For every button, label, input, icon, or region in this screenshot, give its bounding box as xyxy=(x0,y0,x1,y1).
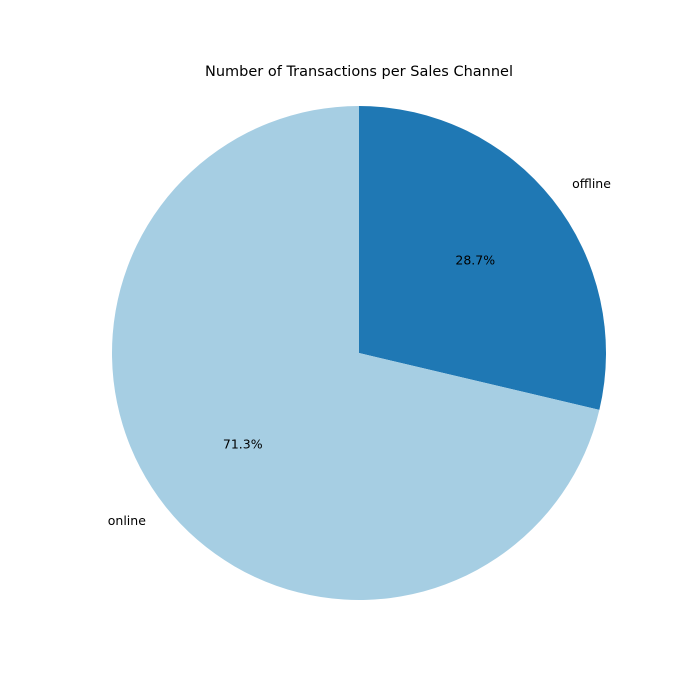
pie-slice-online xyxy=(112,106,600,600)
chart-title: Number of Transactions per Sales Channel xyxy=(205,64,513,80)
pct-label-offline: 28.7% xyxy=(455,253,495,268)
slice-label-offline: offline xyxy=(572,176,611,191)
pie-labels: offline 28.7% online 71.3% xyxy=(108,176,611,528)
pie-slice-offline xyxy=(359,106,606,410)
slice-label-online: online xyxy=(108,513,146,528)
pct-label-online: 71.3% xyxy=(223,436,263,451)
pie-slices xyxy=(112,106,606,600)
